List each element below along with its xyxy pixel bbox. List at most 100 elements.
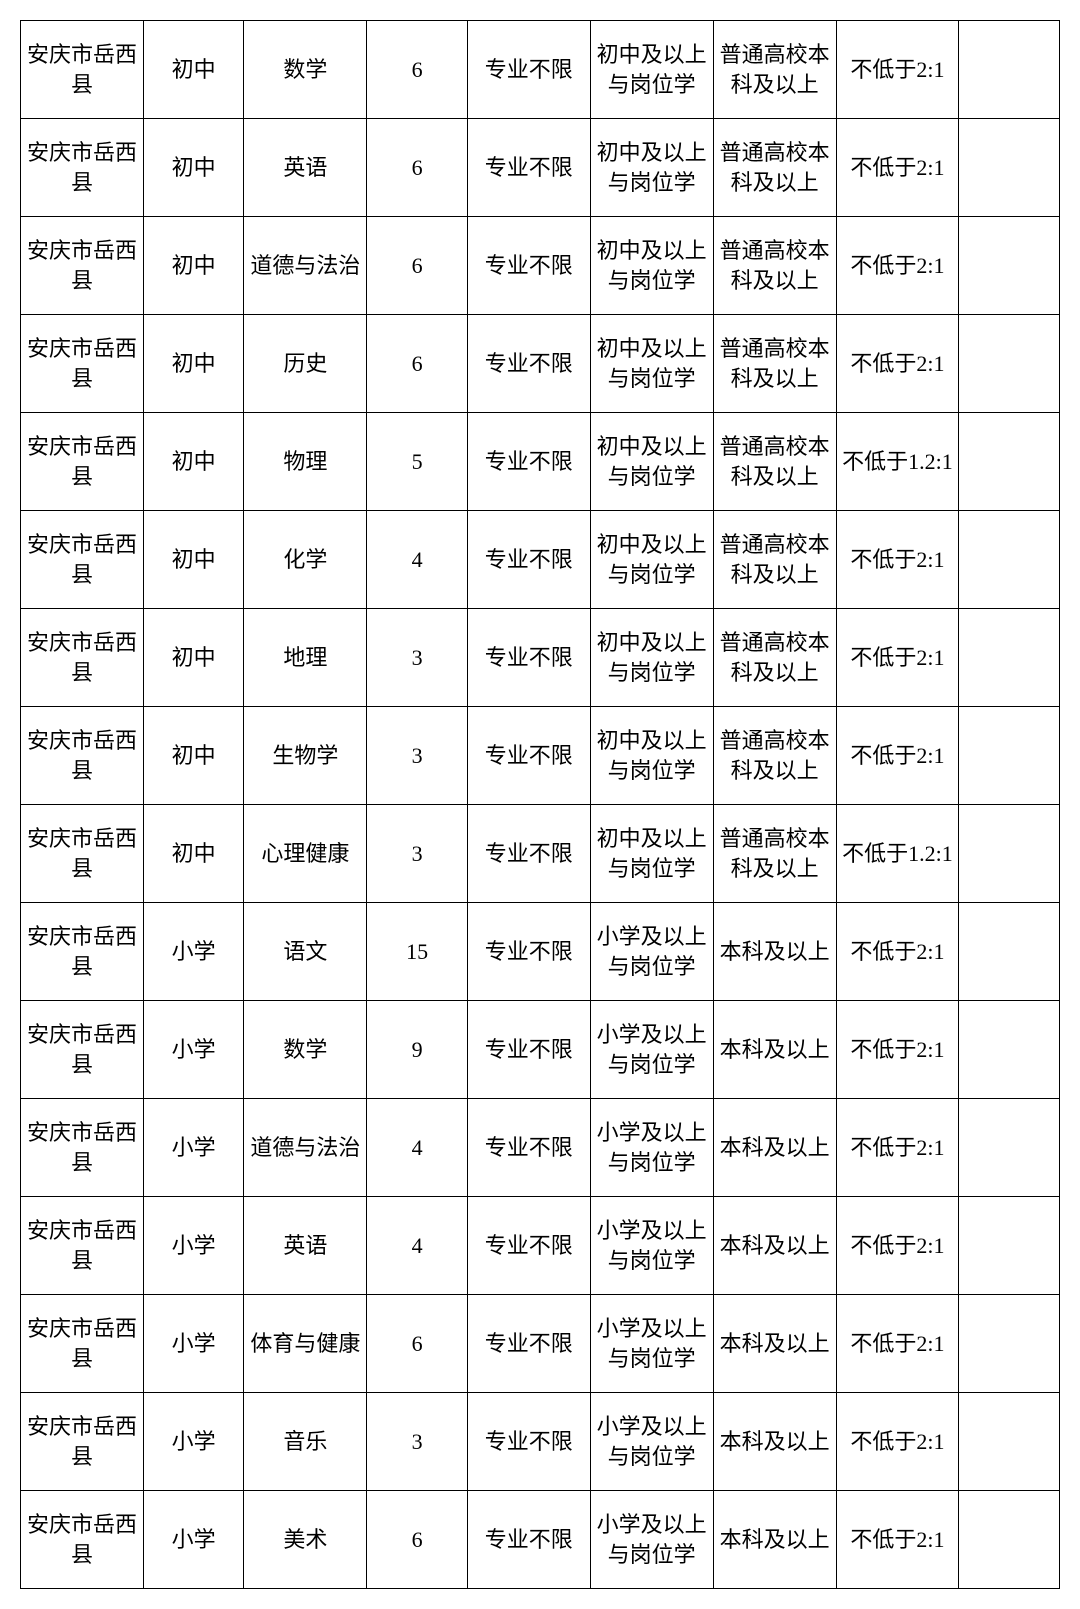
table-cell: 6 [367,315,468,413]
table-cell [959,1491,1060,1589]
table-cell: 本科及以上 [713,1295,836,1393]
table-cell: 专业不限 [467,1099,590,1197]
table-cell: 历史 [244,315,367,413]
table-cell: 3 [367,805,468,903]
table-row: 安庆市岳西县初中历史6专业不限初中及以上与岗位学普通高校本科及以上不低于2:1 [21,315,1060,413]
table-row: 安庆市岳西县初中英语6专业不限初中及以上与岗位学普通高校本科及以上不低于2:1 [21,119,1060,217]
table-cell: 普通高校本科及以上 [713,315,836,413]
table-cell: 不低于2:1 [836,707,959,805]
table-row: 安庆市岳西县小学美术6专业不限小学及以上与岗位学本科及以上不低于2:1 [21,1491,1060,1589]
table-cell: 不低于2:1 [836,1295,959,1393]
table-cell: 3 [367,707,468,805]
table-cell: 不低于2:1 [836,609,959,707]
table-cell: 4 [367,1197,468,1295]
table-cell: 英语 [244,119,367,217]
table-cell: 普通高校本科及以上 [713,805,836,903]
table-cell: 3 [367,609,468,707]
table-cell: 小学 [143,1393,244,1491]
table-row: 安庆市岳西县初中数学6专业不限初中及以上与岗位学普通高校本科及以上不低于2:1 [21,21,1060,119]
table-cell: 专业不限 [467,511,590,609]
table-cell: 初中 [143,21,244,119]
table-cell: 安庆市岳西县 [21,511,144,609]
table-cell: 安庆市岳西县 [21,21,144,119]
table-cell: 6 [367,119,468,217]
table-cell: 物理 [244,413,367,511]
table-cell [959,1295,1060,1393]
table-row: 安庆市岳西县初中化学4专业不限初中及以上与岗位学普通高校本科及以上不低于2:1 [21,511,1060,609]
table-cell: 初中 [143,511,244,609]
table-cell: 4 [367,511,468,609]
table-cell: 初中及以上与岗位学 [590,217,713,315]
table-cell: 初中及以上与岗位学 [590,413,713,511]
table-cell: 小学及以上与岗位学 [590,1295,713,1393]
table-cell: 6 [367,217,468,315]
table-cell: 安庆市岳西县 [21,1001,144,1099]
table-cell: 普通高校本科及以上 [713,217,836,315]
table-cell: 专业不限 [467,1295,590,1393]
table-cell: 不低于2:1 [836,119,959,217]
table-cell [959,21,1060,119]
table-cell: 5 [367,413,468,511]
table-cell [959,1393,1060,1491]
table-cell: 不低于2:1 [836,315,959,413]
table-cell: 不低于2:1 [836,21,959,119]
table-cell: 9 [367,1001,468,1099]
table-cell: 专业不限 [467,1197,590,1295]
table-cell: 普通高校本科及以上 [713,119,836,217]
table-row: 安庆市岳西县小学道德与法治4专业不限小学及以上与岗位学本科及以上不低于2:1 [21,1099,1060,1197]
table-cell: 初中及以上与岗位学 [590,805,713,903]
table-cell: 初中 [143,413,244,511]
table-cell: 初中 [143,119,244,217]
table-cell [959,1001,1060,1099]
table-cell: 道德与法治 [244,1099,367,1197]
table-cell: 专业不限 [467,315,590,413]
table-cell: 安庆市岳西县 [21,1295,144,1393]
table-cell: 数学 [244,21,367,119]
table-cell: 普通高校本科及以上 [713,21,836,119]
table-row: 安庆市岳西县小学体育与健康6专业不限小学及以上与岗位学本科及以上不低于2:1 [21,1295,1060,1393]
table-cell: 安庆市岳西县 [21,119,144,217]
table-cell: 初中 [143,805,244,903]
table-cell: 不低于2:1 [836,1099,959,1197]
recruitment-table: 安庆市岳西县初中数学6专业不限初中及以上与岗位学普通高校本科及以上不低于2:1安… [20,20,1060,1589]
table-cell: 小学 [143,1197,244,1295]
table-cell: 小学 [143,1001,244,1099]
table-row: 安庆市岳西县初中地理3专业不限初中及以上与岗位学普通高校本科及以上不低于2:1 [21,609,1060,707]
table-cell: 初中及以上与岗位学 [590,119,713,217]
table-cell: 不低于1.2:1 [836,805,959,903]
table-cell: 数学 [244,1001,367,1099]
table-cell: 初中 [143,707,244,805]
table-cell: 语文 [244,903,367,1001]
table-cell: 化学 [244,511,367,609]
table-cell: 初中及以上与岗位学 [590,707,713,805]
table-cell [959,511,1060,609]
table-cell [959,413,1060,511]
table-cell [959,903,1060,1001]
table-cell: 初中 [143,217,244,315]
table-cell [959,805,1060,903]
table-cell: 本科及以上 [713,903,836,1001]
table-cell: 美术 [244,1491,367,1589]
table-cell: 15 [367,903,468,1001]
table-cell: 本科及以上 [713,1099,836,1197]
table-cell: 安庆市岳西县 [21,413,144,511]
table-cell: 6 [367,21,468,119]
table-cell: 初中 [143,609,244,707]
table-cell: 专业不限 [467,1393,590,1491]
table-cell: 专业不限 [467,119,590,217]
table-cell: 不低于2:1 [836,1197,959,1295]
table-cell: 本科及以上 [713,1001,836,1099]
table-row: 安庆市岳西县小学音乐3专业不限小学及以上与岗位学本科及以上不低于2:1 [21,1393,1060,1491]
table-cell: 6 [367,1491,468,1589]
table-cell: 不低于1.2:1 [836,413,959,511]
table-cell: 小学及以上与岗位学 [590,903,713,1001]
table-cell: 不低于2:1 [836,511,959,609]
table-cell [959,1099,1060,1197]
table-row: 安庆市岳西县初中物理5专业不限初中及以上与岗位学普通高校本科及以上不低于1.2:… [21,413,1060,511]
table-cell: 普通高校本科及以上 [713,511,836,609]
table-cell: 地理 [244,609,367,707]
table-cell: 安庆市岳西县 [21,707,144,805]
table-cell [959,609,1060,707]
table-cell: 专业不限 [467,609,590,707]
table-cell: 小学 [143,903,244,1001]
